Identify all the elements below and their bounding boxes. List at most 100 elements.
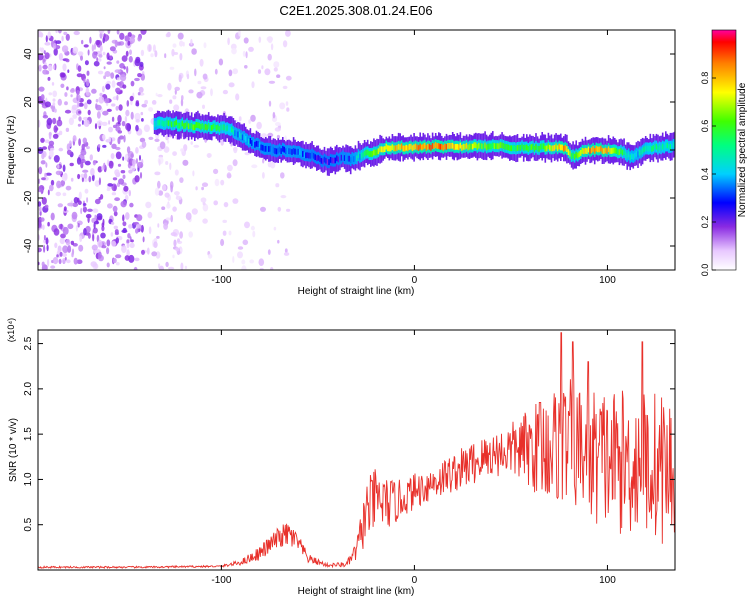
noise-speckle	[44, 139, 50, 144]
ridge-core	[280, 148, 282, 154]
noise-speckle	[58, 147, 64, 152]
noise-speckle	[95, 39, 101, 46]
noise-speckle	[203, 42, 207, 49]
noise-speckle	[58, 116, 61, 122]
noise-speckle	[267, 249, 271, 255]
noise-speckle	[280, 195, 287, 199]
ridge-core	[299, 149, 301, 156]
noise-speckle	[40, 160, 46, 165]
ridge-core	[573, 153, 576, 160]
noise-speckle	[53, 47, 58, 56]
ridge-core	[400, 143, 403, 150]
ridge-core	[275, 148, 278, 155]
ridge-core	[657, 145, 659, 152]
noise-speckle	[190, 38, 193, 46]
noise-speckle	[40, 94, 45, 101]
noise-speckle	[148, 226, 152, 235]
ridge-core	[329, 157, 332, 163]
noise-speckle	[134, 175, 140, 183]
noise-speckle	[86, 92, 90, 97]
noise-speckle	[67, 223, 74, 230]
ridge-core	[413, 144, 415, 151]
noise-speckle	[60, 223, 63, 230]
noise-speckle	[92, 208, 99, 213]
noise-speckle	[146, 247, 150, 255]
noise-speckle	[101, 222, 105, 228]
noise-speckle	[173, 104, 180, 111]
ridge-core	[439, 143, 442, 150]
ridge-core	[305, 152, 307, 159]
colorbar-tick-label: 0.0	[700, 264, 710, 277]
ridge-core	[407, 145, 409, 152]
noise-speckle	[84, 60, 89, 66]
noise-speckle	[39, 47, 42, 52]
ridge-core	[643, 146, 645, 153]
ridge-core	[604, 147, 607, 154]
noise-speckle	[78, 191, 82, 200]
ridge-core	[319, 156, 321, 162]
ridge-core	[546, 145, 548, 152]
noise-speckle	[65, 58, 70, 63]
noise-speckle	[65, 238, 71, 246]
noise-speckle	[100, 232, 106, 239]
ridge-core	[471, 143, 474, 150]
noise-speckle	[66, 86, 69, 91]
ridge-core	[366, 149, 369, 156]
ridge-core	[493, 143, 496, 149]
noise-speckle	[72, 202, 79, 208]
ridge-core	[362, 152, 364, 158]
noise-speckle	[121, 229, 128, 233]
noise-speckle	[94, 123, 98, 130]
noise-speckle	[153, 241, 158, 248]
noise-speckle	[103, 162, 106, 170]
ridge-core	[672, 142, 675, 148]
noise-speckle	[169, 66, 175, 70]
noise-speckle	[165, 33, 170, 38]
noise-speckle	[179, 53, 183, 61]
noise-speckle	[90, 168, 95, 176]
ridge-core	[300, 150, 303, 157]
noise-speckle	[60, 233, 66, 239]
noise-speckle	[126, 249, 130, 257]
ridge-core	[488, 143, 491, 150]
noise-speckle	[135, 228, 139, 234]
noise-speckle	[101, 165, 104, 171]
noise-speckle	[94, 214, 97, 220]
snr-y-ticks: 0.5 1.0 1.5 2.0 2.5	[23, 336, 675, 532]
ridge-core	[614, 147, 616, 154]
noise-speckle	[127, 32, 132, 37]
noise-speckle	[214, 68, 218, 75]
ridge-core	[615, 148, 618, 154]
noise-speckle	[83, 78, 86, 84]
ridge-core	[538, 146, 540, 152]
noise-speckle	[44, 172, 47, 178]
noise-speckle	[136, 223, 141, 229]
noise-speckle	[250, 225, 255, 231]
noise-speckle	[237, 251, 243, 259]
ridge-core	[261, 144, 264, 151]
noise-speckle	[285, 75, 292, 81]
noise-speckle	[94, 198, 101, 205]
noise-speckle	[214, 178, 220, 187]
noise-speckle	[135, 119, 140, 123]
ridge-core	[269, 145, 272, 152]
noise-speckle	[128, 224, 133, 229]
noise-speckle	[88, 175, 92, 183]
noise-speckle	[106, 239, 111, 247]
noise-speckle	[125, 109, 130, 117]
noise-speckle	[102, 37, 105, 44]
ridge-core	[263, 146, 266, 152]
noise-speckle	[41, 261, 45, 267]
noise-speckle	[112, 205, 118, 213]
noise-speckle	[112, 177, 118, 181]
noise-speckle	[109, 46, 116, 52]
noise-speckle	[150, 53, 154, 58]
noise-speckle	[184, 265, 188, 270]
ridge-core	[467, 144, 469, 151]
ridge-core	[661, 143, 664, 150]
ridge-core	[186, 121, 188, 128]
noise-speckle	[168, 266, 175, 270]
ridge-core	[438, 143, 440, 149]
snr-y-tick-label: 2.5	[23, 336, 34, 350]
noise-speckle	[129, 49, 132, 55]
